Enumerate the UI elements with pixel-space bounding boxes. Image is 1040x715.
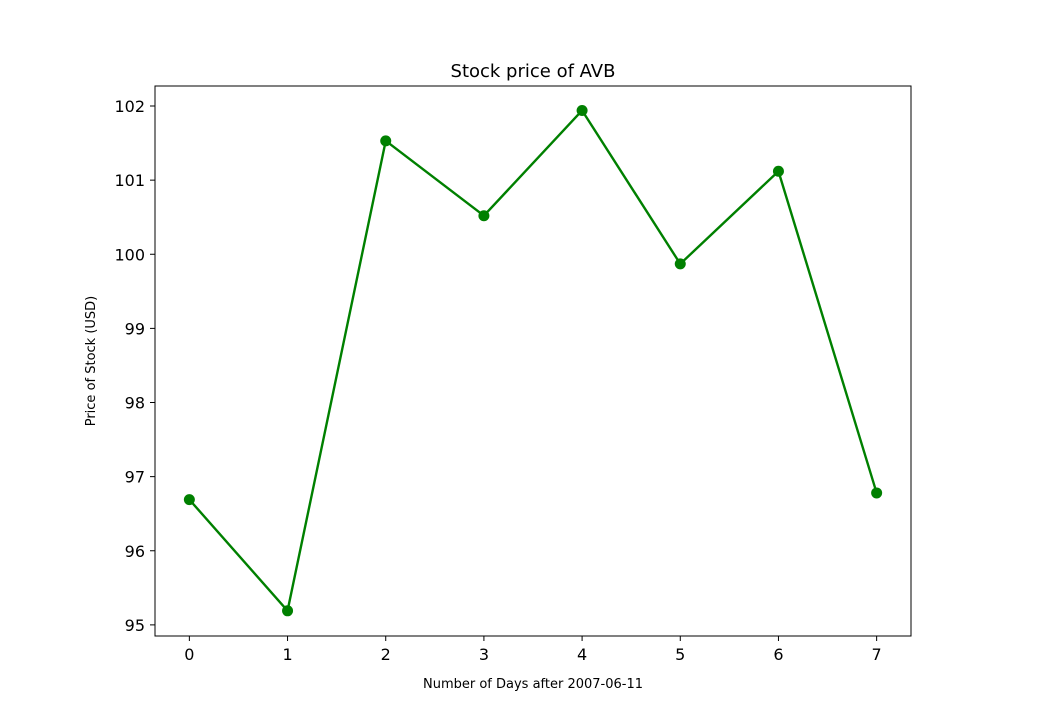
y-tick-label: 99: [125, 319, 145, 338]
x-axis-label: Number of Days after 2007-06-11: [423, 677, 643, 692]
y-tick-label: 98: [125, 394, 145, 413]
data-point: [674, 258, 686, 270]
x-tick-label: 7: [872, 645, 882, 664]
chart-title: Stock price of AVB: [451, 61, 616, 82]
x-tick-label: 6: [773, 645, 783, 664]
data-point: [772, 165, 784, 177]
x-tick-label: 5: [675, 645, 685, 664]
series-line: [188, 109, 878, 612]
plot-area: [183, 104, 883, 617]
y-tick-label: 97: [125, 468, 145, 487]
data-point: [380, 135, 392, 147]
plot-frame: [154, 85, 912, 637]
y-tick-label: 102: [114, 97, 145, 116]
data-point: [576, 104, 588, 116]
y-tick-label: 100: [114, 245, 145, 264]
x-tick-label: 3: [479, 645, 489, 664]
y-axis-label: Price of Stock (USD): [84, 296, 99, 427]
x-tick-label: 2: [381, 645, 391, 664]
x-tick-label: 4: [577, 645, 587, 664]
data-point: [282, 605, 294, 617]
data-point: [871, 487, 883, 499]
data-point: [183, 494, 195, 506]
x-tick-label: 0: [184, 645, 194, 664]
y-tick-label: 96: [125, 542, 145, 561]
y-tick-label: 101: [114, 171, 145, 190]
x-tick-label: 1: [282, 645, 292, 664]
data-point: [478, 210, 490, 222]
axis-ticks: 0 1 2 3 4 5 6 7 95 96 97 98 99 100 101 102: [114, 97, 881, 664]
y-tick-label: 95: [125, 616, 145, 635]
